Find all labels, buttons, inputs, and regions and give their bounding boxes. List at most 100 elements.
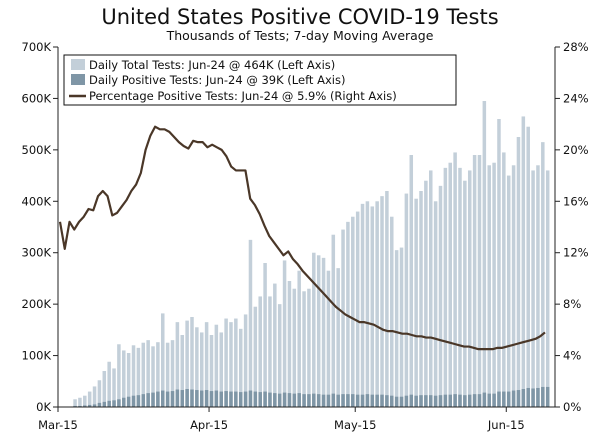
total-tests-bar xyxy=(243,314,248,407)
total-tests-bar xyxy=(97,380,102,407)
positive-tests-bar xyxy=(238,392,243,407)
positive-tests-bar xyxy=(253,391,258,407)
positive-tests-bar xyxy=(492,393,496,407)
positive-tests-bar xyxy=(273,393,277,407)
positive-tests-bar xyxy=(521,389,526,407)
total-tests-bar xyxy=(472,155,477,407)
positive-tests-bar xyxy=(165,391,170,407)
positive-tests-bar xyxy=(370,394,375,407)
positive-tests-bar xyxy=(141,394,146,407)
positive-tests-bar xyxy=(463,395,467,407)
total-tests-bar xyxy=(195,327,199,407)
positive-tests-bar xyxy=(414,395,418,407)
total-tests-bar xyxy=(424,180,428,407)
total-tests-bar xyxy=(107,361,111,407)
chart-subtitle: Thousands of Tests; 7-day Moving Average xyxy=(166,28,434,43)
positive-tests-bar xyxy=(336,394,340,407)
positive-tests-bar xyxy=(526,387,530,407)
x-tick-label: Jun-15 xyxy=(487,418,525,432)
total-tests-bar xyxy=(126,353,131,407)
total-tests-bar xyxy=(516,137,521,407)
positive-tests-bar xyxy=(394,396,399,407)
total-tests-bar xyxy=(180,335,185,407)
positive-tests-bar xyxy=(107,400,111,407)
total-tests-bar xyxy=(102,371,107,407)
total-tests-bar xyxy=(370,206,375,407)
positive-tests-bar xyxy=(243,391,248,407)
total-tests-bar xyxy=(541,142,545,407)
positive-tests-bar xyxy=(429,395,433,407)
total-tests-bar xyxy=(175,322,180,407)
left-tick-label: 200K xyxy=(22,297,52,311)
left-tick-label: 600K xyxy=(22,91,52,105)
positive-tests-bar xyxy=(443,394,448,407)
total-tests-bar xyxy=(336,268,340,407)
positive-tests-bar xyxy=(78,405,82,407)
total-tests-bar xyxy=(443,167,448,407)
positive-tests-bar xyxy=(467,394,472,407)
total-tests-bar xyxy=(92,386,97,407)
right-tick-label: 28% xyxy=(563,40,589,54)
positive-tests-bar xyxy=(433,395,438,407)
total-tests-bar xyxy=(355,211,360,407)
total-tests-bar xyxy=(414,198,418,407)
positive-tests-bar xyxy=(355,394,360,407)
x-tick-label: May-15 xyxy=(334,418,376,432)
total-tests-bar xyxy=(165,342,170,407)
total-tests-bar xyxy=(302,291,306,407)
total-tests-bar xyxy=(429,170,433,407)
positive-tests-bar xyxy=(497,391,501,407)
positive-tests-bar xyxy=(92,404,97,407)
total-tests-bar xyxy=(131,345,136,407)
total-tests-bar xyxy=(341,229,345,407)
positive-tests-bar xyxy=(424,395,428,407)
total-tests-bar xyxy=(463,180,467,407)
positive-tests-bar xyxy=(112,400,116,407)
positive-tests-bar xyxy=(277,393,282,407)
total-tests-bar xyxy=(467,170,472,407)
total-tests-bar xyxy=(253,306,258,407)
positive-tests-bar xyxy=(390,395,394,407)
total-tests-bar xyxy=(161,313,165,407)
percentage-positive-line xyxy=(58,125,546,351)
total-tests-bar xyxy=(511,165,516,407)
total-tests-bar xyxy=(248,239,253,407)
positive-tests-bar xyxy=(545,386,550,407)
positive-tests-bar xyxy=(536,387,540,407)
positive-tests-bar xyxy=(219,391,223,407)
positive-tests-bar xyxy=(185,389,189,407)
positive-tests-bar xyxy=(229,391,233,407)
left-tick-label: 100K xyxy=(22,349,52,363)
positive-tests-bar xyxy=(170,391,175,407)
total-tests-bar xyxy=(263,263,267,407)
total-tests-bar xyxy=(292,288,297,407)
positive-tests-bar xyxy=(209,391,214,407)
positive-tests-bar xyxy=(375,394,379,407)
total-tests-bar xyxy=(151,346,155,407)
total-tests-bar xyxy=(258,296,262,407)
total-tests-bar xyxy=(346,221,350,407)
total-tests-bar xyxy=(268,296,272,407)
legend-label-percentage: Percentage Positive Tests: Jun-24 @ 5.9%… xyxy=(89,89,397,103)
total-tests-bar xyxy=(122,350,126,407)
left-tick-label: 500K xyxy=(22,143,52,157)
total-tests-bars xyxy=(73,101,550,408)
total-tests-bar xyxy=(380,196,384,407)
positive-tests-bar xyxy=(83,405,87,407)
positive-tests-bar xyxy=(204,390,209,407)
total-tests-bar xyxy=(190,317,194,407)
legend-swatch-total xyxy=(71,59,85,70)
legend-label-total: Daily Total Tests: Jun-24 @ 464K (Left A… xyxy=(89,58,335,72)
positive-tests-bar xyxy=(73,405,77,407)
left-tick-label: 0K xyxy=(36,400,51,414)
positive-tests-bar xyxy=(156,391,160,407)
positive-tests-bar xyxy=(404,395,409,407)
positive-tests-bars xyxy=(73,386,550,407)
chart-title: United States Positive COVID-19 Tests xyxy=(101,5,498,29)
positive-tests-bar xyxy=(307,394,311,407)
positive-tests-bar xyxy=(117,399,121,407)
total-tests-bar xyxy=(136,347,141,407)
positive-tests-bar xyxy=(297,393,301,407)
positive-tests-bar xyxy=(472,394,477,407)
total-tests-bar xyxy=(502,152,506,407)
